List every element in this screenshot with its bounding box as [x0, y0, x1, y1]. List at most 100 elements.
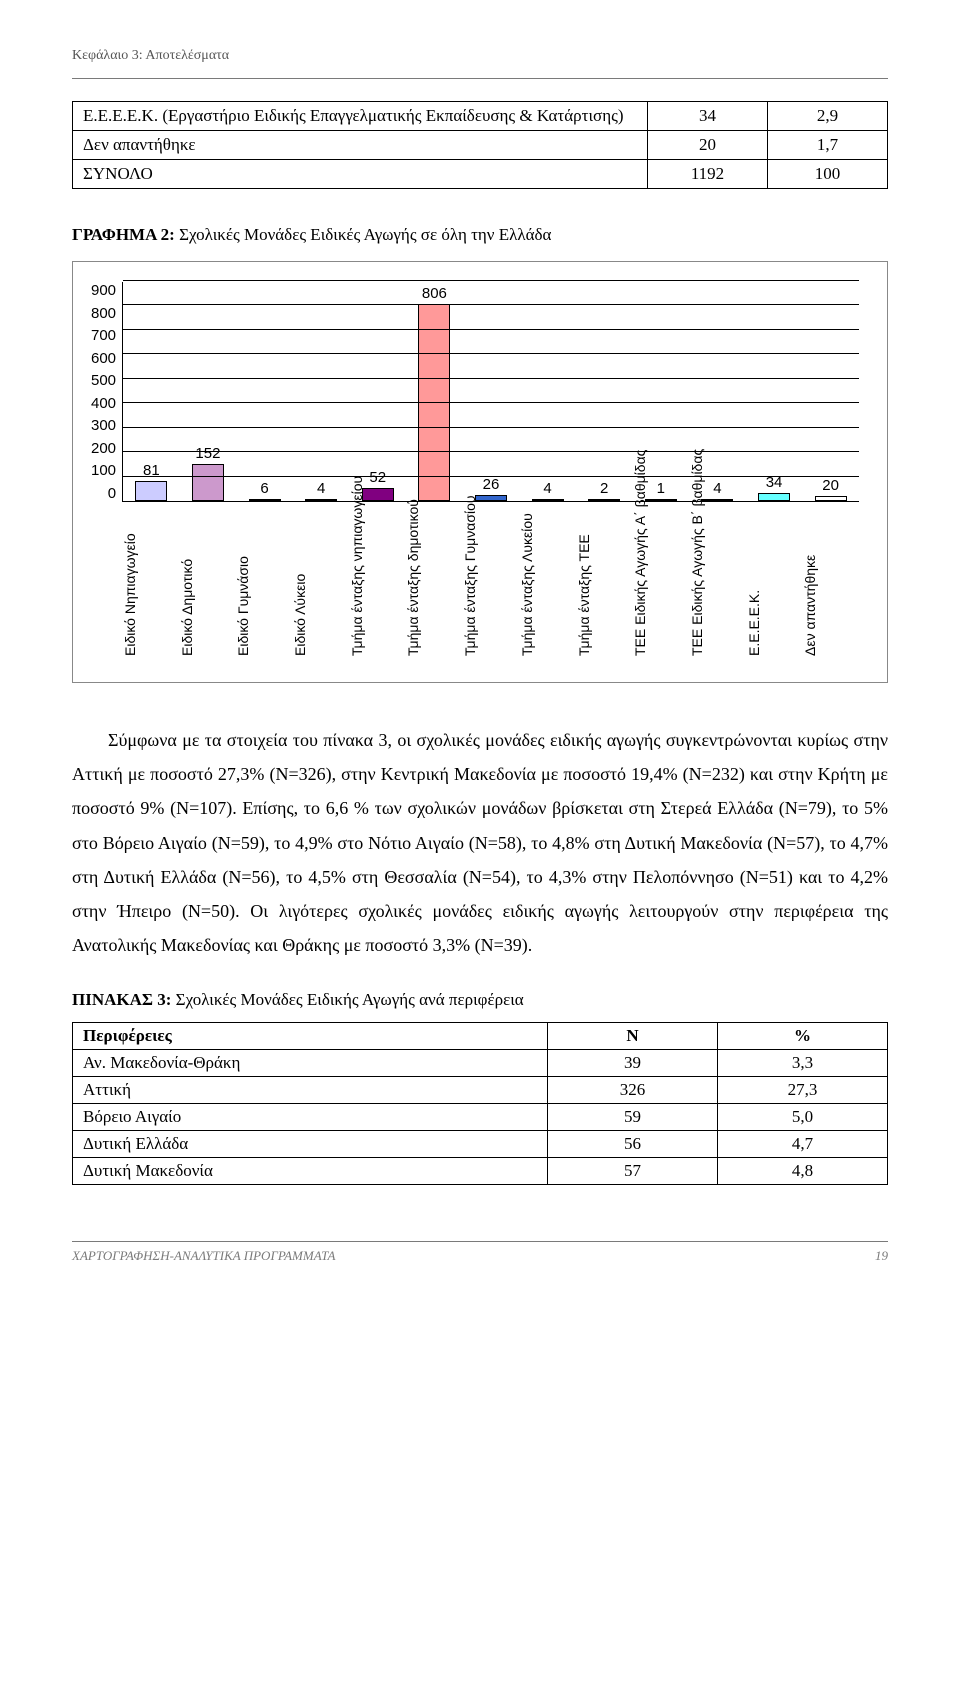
table-row: Αν. Μακεδονία-Θράκη393,3 [73, 1050, 888, 1077]
cell-region: Αττική [73, 1077, 548, 1104]
bar [135, 481, 167, 501]
gridline [123, 378, 859, 379]
rule-bottom [72, 1241, 888, 1242]
bar-value-label: 806 [422, 285, 447, 302]
chart-container: 9008007006005004003002001000 81152645280… [72, 261, 888, 683]
chart-plot-area: 8115264528062642143420 [122, 282, 859, 502]
y-tick: 0 [108, 485, 116, 502]
y-tick: 900 [91, 282, 116, 299]
rule-top [72, 78, 888, 79]
body-paragraph: Σύμφωνα με τα στοιχεία του πίνακα 3, οι … [72, 723, 888, 962]
bar-value-label: 1 [657, 480, 665, 497]
bar [305, 499, 337, 501]
chapter-header: Κεφάλαιο 3: Αποτελέσματα [72, 48, 888, 64]
cell-region: Δυτική Μακεδονία [73, 1158, 548, 1185]
region-table-title: ΠΙΝΑΚΑΣ 3: Σχολικές Μονάδες Ειδικής Αγωγ… [72, 990, 888, 1010]
cell-label: Ε.Ε.Ε.Ε.Κ. (Εργαστήριο Ειδικής Επαγγελμα… [73, 102, 648, 131]
cell-n: 56 [548, 1131, 718, 1158]
x-label: Ειδικό Γυμνάσιο [235, 506, 292, 656]
chart-title-bold: ΓΡΑΦΗΜΑ 2: [72, 225, 175, 244]
y-tick: 400 [91, 395, 116, 412]
x-label: Ειδικό Λύκειο [292, 506, 349, 656]
x-label: Τμήμα ένταξης Λυκείου [519, 506, 576, 656]
cell-n: 1192 [648, 160, 768, 189]
chart-title-rest: Σχολικές Μονάδες Ειδικές Αγωγής σε όλη τ… [175, 225, 552, 244]
bar [701, 499, 733, 501]
top-summary-table: Ε.Ε.Ε.Ε.Κ. (Εργαστήριο Ειδικής Επαγγελμα… [72, 101, 888, 189]
bar-value-label: 6 [260, 480, 268, 497]
region-table-title-bold: ΠΙΝΑΚΑΣ 3: [72, 990, 171, 1009]
bar [249, 499, 281, 501]
gridline [123, 427, 859, 428]
cell-n: 34 [648, 102, 768, 131]
x-label: Ειδικό Δημοτικό [179, 506, 236, 656]
table-row: Δεν απαντήθηκε201,7 [73, 131, 888, 160]
table-row: Βόρειο Αιγαίο595,0 [73, 1104, 888, 1131]
cell-n: 59 [548, 1104, 718, 1131]
table-row: Δυτική Ελλάδα564,7 [73, 1131, 888, 1158]
bar [532, 499, 564, 501]
x-label: Τμήμα ένταξης ΤΕΕ [576, 506, 633, 656]
x-label: ΤΕΕ Ειδικής Αγωγής Α΄ βαθμίδας [632, 506, 689, 656]
footer-page-number: 19 [875, 1248, 888, 1264]
y-tick: 100 [91, 462, 116, 479]
bar [758, 493, 790, 501]
y-tick: 200 [91, 440, 116, 457]
chart-y-axis: 9008007006005004003002001000 [91, 282, 122, 502]
x-label: ΤΕΕ Ειδικής Αγωγής Β΄ βαθμίδας [689, 506, 746, 656]
bar-cell: 2 [576, 480, 633, 501]
cell-label: Δεν απαντήθηκε [73, 131, 648, 160]
gridline [123, 451, 859, 452]
cell-pct: 5,0 [718, 1104, 888, 1131]
cell-pct: 27,3 [718, 1077, 888, 1104]
region-table: ΠεριφέρειεςΝ% Αν. Μακεδονία-Θράκη393,3Ατ… [72, 1022, 888, 1185]
bar-cell: 152 [180, 445, 237, 501]
cell-n: 20 [648, 131, 768, 160]
bar-cell: 81 [123, 462, 180, 501]
bar-cell: 34 [746, 474, 803, 501]
cell-pct: 4,7 [718, 1131, 888, 1158]
cell-region: Αν. Μακεδονία-Θράκη [73, 1050, 548, 1077]
gridline [123, 402, 859, 403]
bar-value-label: 81 [143, 462, 160, 479]
cell-n: 57 [548, 1158, 718, 1185]
bar-cell: 4 [293, 480, 350, 501]
cell-pct: 3,3 [718, 1050, 888, 1077]
bar [362, 488, 394, 501]
x-label: Ε.Ε.Ε.Ε.Κ. [746, 506, 803, 656]
y-tick: 800 [91, 305, 116, 322]
table-row: Ε.Ε.Ε.Ε.Κ. (Εργαστήριο Ειδικής Επαγγελμα… [73, 102, 888, 131]
x-label: Δεν απαντήθηκε [802, 506, 859, 656]
footer-left: ΧΑΡΤΟΓΡΑΦΗΣΗ-ΑΝΑΛΥΤΙΚΑ ΠΡΟΓΡΑΜΜΑΤΑ [72, 1248, 335, 1264]
gridline [123, 353, 859, 354]
column-header: Ν [548, 1023, 718, 1050]
gridline [123, 329, 859, 330]
bar-value-label: 4 [317, 480, 325, 497]
bar-cell: 20 [802, 477, 859, 501]
chart-title: ΓΡΑΦΗΜΑ 2: Σχολικές Μονάδες Ειδικές Αγωγ… [72, 225, 888, 245]
cell-label: ΣΥΝΟΛΟ [73, 160, 648, 189]
gridline [123, 280, 859, 281]
table-row: Αττική32627,3 [73, 1077, 888, 1104]
bar [588, 499, 620, 501]
bar [192, 464, 224, 501]
bar-value-label: 26 [483, 476, 500, 493]
cell-n: 326 [548, 1077, 718, 1104]
bar [645, 499, 677, 501]
bar-cell: 806 [406, 285, 463, 501]
table-row: ΣΥΝΟΛΟ1192100 [73, 160, 888, 189]
y-tick: 600 [91, 350, 116, 367]
bar-cell: 4 [519, 480, 576, 501]
column-header: % [718, 1023, 888, 1050]
region-table-title-rest: Σχολικές Μονάδες Ειδικής Αγωγής ανά περι… [171, 990, 523, 1009]
column-header: Περιφέρειες [73, 1023, 548, 1050]
bar [475, 495, 507, 501]
x-label: Τμήμα ένταξης νηπιαγωγείου [349, 506, 406, 656]
gridline [123, 304, 859, 305]
cell-pct: 2,9 [768, 102, 888, 131]
cell-region: Βόρειο Αιγαίο [73, 1104, 548, 1131]
y-tick: 700 [91, 327, 116, 344]
bar-value-label: 4 [713, 480, 721, 497]
cell-pct: 1,7 [768, 131, 888, 160]
bar-value-label: 52 [369, 469, 386, 486]
